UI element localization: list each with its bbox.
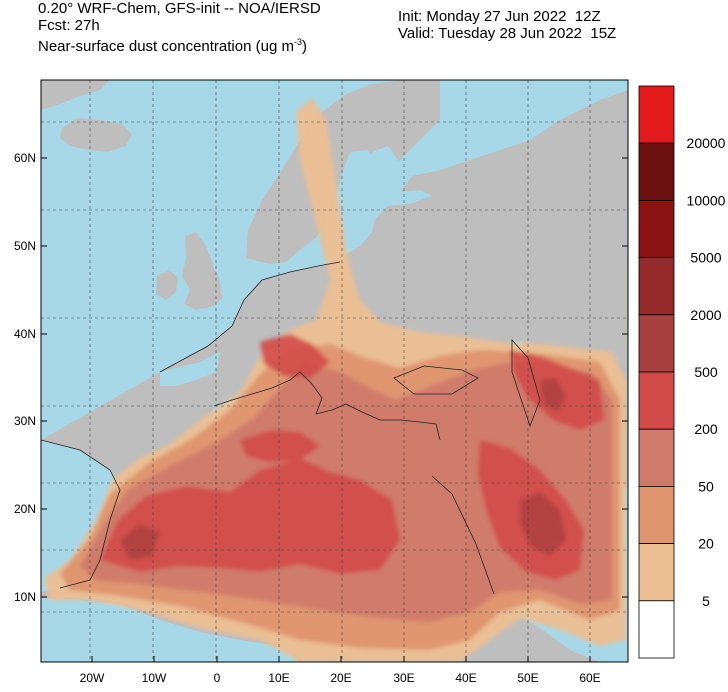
legend-swatch (638, 485, 675, 544)
lat-label: 60N (14, 151, 36, 165)
legend-swatch (638, 85, 675, 144)
legend-swatch (638, 600, 675, 659)
legend-label: 5 (702, 593, 710, 609)
dust-field (44, 98, 626, 662)
init-time: Init: Monday 27 Jun 2022 12Z (398, 8, 601, 25)
dust-level-500 (120, 378, 566, 560)
legend-swatch (638, 543, 675, 602)
graticule (41, 80, 628, 662)
color-legend: 20000 10000 5000 2000 500 200 50 20 5 (638, 85, 726, 659)
map-area (41, 80, 628, 662)
valid-time: Valid: Tuesday 28 Jun 2022 15Z (398, 25, 617, 42)
legend-swatch (638, 142, 675, 201)
legend-swatch (638, 314, 675, 373)
model-title: 0.20° WRF-Chem, GFS-init -- NOA/IERSD (38, 0, 321, 17)
legend-label: 50 (698, 478, 714, 494)
legend-label: 200 (694, 421, 718, 437)
lon-label: 60E (579, 671, 600, 685)
legend-label: 500 (694, 364, 718, 380)
variable-title: Near-surface dust concentration (ug m-3) (38, 37, 307, 55)
lon-labels: 20W 10W 0 10E 20E 30E 40E 50E 60E (80, 671, 601, 685)
lat-label: 40N (14, 327, 36, 341)
header-left: 0.20° WRF-Chem, GFS-init -- NOA/IERSD Fcs… (38, 0, 321, 55)
lon-label: 0 (214, 671, 221, 685)
lon-label: 30E (393, 671, 414, 685)
legend-swatch (638, 257, 675, 316)
lat-label: 50N (14, 239, 36, 253)
legend-label: 20 (698, 536, 714, 552)
lon-label: 10W (142, 671, 167, 685)
header-right: Init: Monday 27 Jun 2022 12Z Valid: Tuesd… (398, 8, 616, 42)
lon-label: 10E (268, 671, 289, 685)
lon-label: 20W (80, 671, 105, 685)
legend-label: 5000 (690, 250, 721, 266)
lat-labels: 60N 50N 40N 30N 20N 10N (14, 151, 36, 604)
legend-label: 2000 (690, 307, 721, 323)
coastlines (41, 261, 541, 595)
lat-label: 10N (14, 590, 36, 604)
map-frame (40, 79, 629, 663)
ticks (41, 157, 628, 662)
legend-swatch (638, 199, 675, 258)
lon-label: 50E (517, 671, 538, 685)
lon-label: 40E (455, 671, 476, 685)
legend-swatch (638, 428, 675, 487)
legend-label: 10000 (687, 192, 726, 208)
legend-swatch (638, 371, 675, 430)
legend-label: 20000 (687, 135, 726, 151)
lon-label: 20E (330, 671, 351, 685)
lat-label: 30N (14, 414, 36, 428)
lat-label: 20N (14, 502, 36, 516)
forecast-hour: Fcst: 27h (38, 17, 100, 34)
